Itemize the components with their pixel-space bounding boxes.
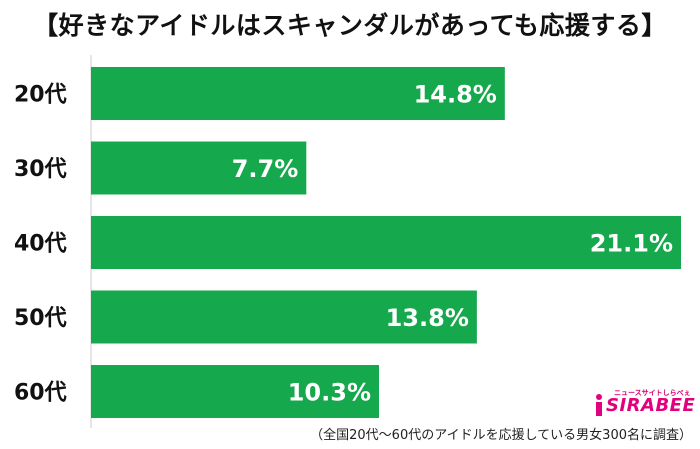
bar-60代 (91, 365, 380, 418)
chart-title: 【好きなアイドルはスキャンダルがあっても応援する】 (33, 11, 667, 40)
category-label: 40代 (14, 232, 67, 257)
bars-group: 20代 14.8% 30代 7.7% 40代 21.1% 50代 13.8% 60代 10.3% (14, 67, 681, 418)
bar-50代 (91, 290, 477, 344)
bar-40代 (91, 216, 681, 269)
logo-wordmark: SIRABEE (606, 395, 696, 416)
value-label: 14.8% (414, 81, 497, 109)
value-label: 10.3% (288, 379, 371, 407)
sirabee-logo: ニュースサイトしらべぇ SIRABEE (594, 388, 696, 420)
category-label: 50代 (14, 306, 67, 331)
bar-30代 (91, 141, 307, 195)
logo-mark-icon (596, 394, 602, 416)
value-label: 13.8% (386, 304, 469, 332)
bar-20代 (91, 67, 505, 120)
survey-footnote: （全国20代～60代のアイドルを応援している男女300名に調査） (310, 428, 692, 443)
value-label: 7.7% (232, 155, 299, 183)
category-label: 30代 (14, 157, 67, 182)
value-label: 21.1% (590, 230, 673, 258)
category-label: 20代 (14, 83, 67, 108)
logo-tagline: ニュースサイトしらべぇ (614, 389, 691, 397)
category-label: 60代 (14, 381, 67, 406)
